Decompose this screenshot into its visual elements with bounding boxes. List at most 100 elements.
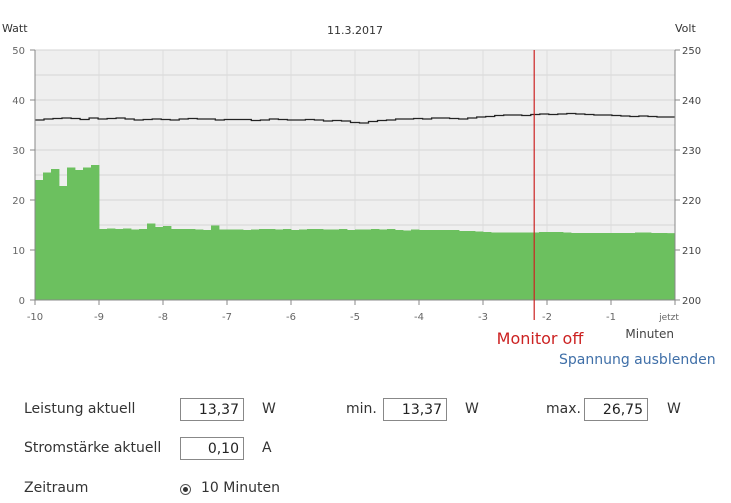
period-label: Zeitraum bbox=[24, 480, 89, 496]
power-bar bbox=[475, 231, 484, 300]
min-unit: W bbox=[465, 401, 479, 417]
y-axis-title-left: Watt bbox=[2, 22, 28, 35]
power-bar bbox=[419, 230, 428, 300]
power-bar bbox=[355, 229, 364, 300]
power-bar bbox=[155, 227, 164, 300]
max-value-field[interactable]: 26,75 bbox=[584, 398, 648, 421]
y-tick-label-right: 240 bbox=[682, 96, 701, 107]
period-option-label: 10 Minuten bbox=[201, 480, 280, 496]
y-tick-label-right: 220 bbox=[682, 196, 701, 207]
power-bar bbox=[139, 229, 148, 300]
power-bar bbox=[235, 229, 244, 300]
power-value-field[interactable]: 13,37 bbox=[180, 398, 244, 421]
power-bar bbox=[547, 232, 556, 300]
power-bar bbox=[667, 233, 676, 300]
power-bar bbox=[187, 229, 196, 300]
power-bar bbox=[507, 232, 516, 300]
min-value-field[interactable]: 13,37 bbox=[383, 398, 447, 421]
period-radio[interactable] bbox=[180, 484, 191, 495]
x-tick-label: -3 bbox=[478, 312, 488, 323]
power-unit: W bbox=[262, 401, 276, 417]
x-tick-label: -5 bbox=[350, 312, 360, 323]
x-tick-label: -7 bbox=[222, 312, 232, 323]
power-bar bbox=[387, 229, 396, 300]
power-bar bbox=[659, 233, 668, 300]
power-bar bbox=[459, 231, 468, 300]
power-bar bbox=[267, 229, 276, 300]
power-bar bbox=[371, 229, 380, 300]
power-bar bbox=[595, 233, 604, 300]
power-bar bbox=[347, 230, 356, 300]
x-tick-label: -4 bbox=[414, 312, 424, 323]
x-axis-title: Minuten bbox=[625, 327, 674, 341]
power-bar bbox=[171, 229, 180, 300]
power-bar bbox=[315, 229, 324, 300]
x-tick-label: -1 bbox=[606, 312, 616, 323]
power-bar bbox=[299, 229, 308, 300]
power-bar bbox=[123, 228, 132, 300]
power-bar bbox=[619, 233, 628, 300]
power-bar bbox=[307, 229, 316, 300]
power-bar bbox=[635, 232, 644, 300]
power-bar bbox=[251, 229, 260, 300]
power-bar bbox=[515, 232, 524, 300]
power-bar bbox=[363, 229, 372, 300]
power-bar bbox=[379, 229, 388, 300]
hide-voltage-link[interactable]: Spannung ausblenden bbox=[559, 352, 716, 368]
min-label: min. bbox=[346, 401, 377, 417]
power-bar bbox=[243, 230, 252, 300]
power-bar bbox=[219, 229, 228, 300]
y-tick-label-left: 50 bbox=[12, 46, 25, 57]
power-bar bbox=[539, 232, 548, 300]
power-bar bbox=[443, 230, 452, 300]
power-bar bbox=[195, 229, 204, 300]
power-bar bbox=[627, 233, 636, 300]
max-label: max. bbox=[546, 401, 581, 417]
power-bar bbox=[107, 228, 116, 300]
power-bar bbox=[75, 170, 84, 300]
x-tick-label: -6 bbox=[286, 312, 296, 323]
power-bar bbox=[203, 230, 212, 300]
power-bar bbox=[43, 172, 52, 300]
power-bar bbox=[483, 232, 492, 300]
power-bar bbox=[99, 229, 108, 300]
power-bar bbox=[571, 233, 580, 300]
power-bar bbox=[339, 229, 348, 300]
power-bar bbox=[131, 229, 140, 300]
power-bar bbox=[323, 229, 332, 300]
power-bar bbox=[283, 229, 292, 300]
x-tick-label: -2 bbox=[542, 312, 552, 323]
power-bar bbox=[67, 167, 76, 300]
power-bar bbox=[35, 180, 44, 300]
y-tick-label-left: 10 bbox=[12, 246, 25, 257]
y-tick-label-left: 40 bbox=[12, 96, 25, 107]
x-tick-label: jetzt bbox=[658, 313, 679, 323]
y-axis-title-right: Volt bbox=[675, 22, 696, 35]
power-bar bbox=[395, 230, 404, 300]
power-bar bbox=[147, 223, 156, 300]
voltage-line bbox=[35, 112, 675, 124]
power-bar bbox=[467, 231, 476, 300]
current-value-field[interactable]: 0,10 bbox=[180, 437, 244, 460]
y-tick-label-right: 200 bbox=[682, 296, 701, 307]
monitor-off-label: Monitor off bbox=[497, 329, 585, 348]
max-unit: W bbox=[667, 401, 681, 417]
power-bar bbox=[451, 230, 460, 300]
power-bar bbox=[51, 169, 60, 300]
power-bar bbox=[579, 233, 588, 300]
x-tick-label: -8 bbox=[158, 312, 168, 323]
power-bar bbox=[427, 230, 436, 300]
power-bar bbox=[227, 229, 236, 300]
power-chart: 0 10 20 30 40 50 200 210 220 230 240 250 -10 -9 -8 -7 -6… bbox=[2, 22, 701, 348]
power-bar bbox=[59, 186, 68, 300]
chart-title: 11.3.2017 bbox=[327, 24, 383, 37]
x-tick-label: -10 bbox=[27, 312, 43, 323]
power-bar bbox=[523, 232, 532, 300]
power-bar bbox=[563, 232, 572, 300]
power-bar bbox=[411, 229, 420, 300]
y-tick-label-right: 210 bbox=[682, 246, 701, 257]
power-bar bbox=[291, 230, 300, 300]
power-bar bbox=[603, 233, 612, 300]
power-bar bbox=[91, 165, 100, 300]
current-unit: A bbox=[262, 440, 272, 456]
